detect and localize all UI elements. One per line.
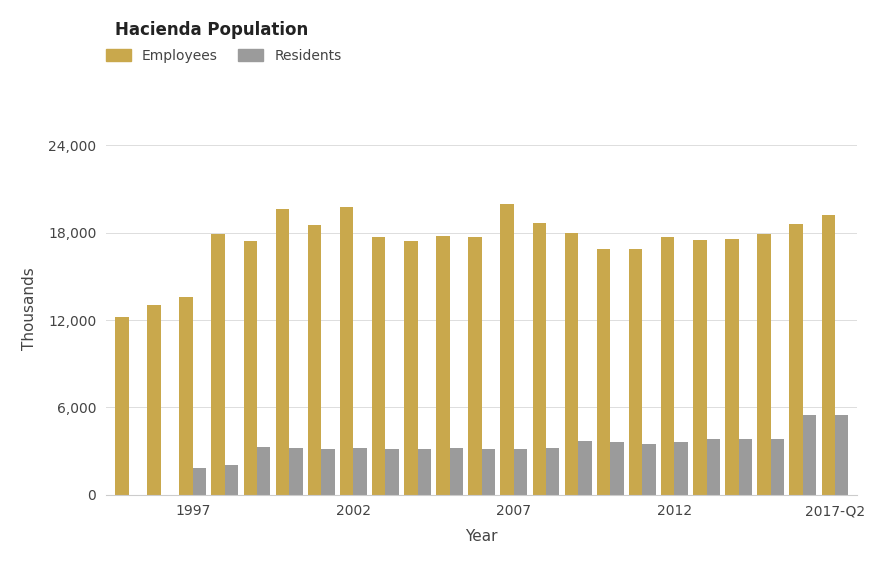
Bar	[661, 237, 674, 495]
Bar	[546, 448, 560, 495]
Bar	[597, 249, 610, 495]
Bar	[643, 443, 656, 495]
Bar	[482, 450, 495, 495]
Bar	[211, 234, 225, 495]
Bar	[629, 249, 643, 495]
Bar	[674, 442, 688, 495]
Bar	[706, 439, 720, 495]
Bar	[532, 223, 546, 495]
Bar	[147, 306, 161, 495]
Bar	[417, 450, 431, 495]
Bar	[803, 415, 817, 495]
Bar	[115, 317, 128, 495]
Bar	[835, 415, 849, 495]
Text: Hacienda Population: Hacienda Population	[115, 21, 309, 39]
Bar	[500, 203, 514, 495]
Bar	[243, 242, 257, 495]
Bar	[693, 240, 706, 495]
Bar	[321, 450, 335, 495]
X-axis label: Year: Year	[466, 529, 498, 545]
Bar	[565, 233, 578, 495]
Bar	[739, 439, 752, 495]
Bar	[469, 237, 482, 495]
Bar	[257, 447, 271, 495]
Bar	[179, 297, 193, 495]
Bar	[276, 210, 289, 495]
Bar	[514, 450, 528, 495]
Y-axis label: Thousands: Thousands	[22, 268, 37, 351]
Bar	[436, 235, 450, 495]
Bar	[308, 225, 321, 495]
Bar	[789, 224, 803, 495]
Bar	[725, 238, 739, 495]
Bar	[385, 450, 399, 495]
Bar	[758, 234, 771, 495]
Bar	[339, 207, 354, 495]
Bar	[372, 237, 385, 495]
Bar	[289, 448, 302, 495]
Bar	[225, 465, 239, 495]
Bar	[404, 242, 417, 495]
Bar	[771, 439, 784, 495]
Bar	[578, 441, 591, 495]
Bar	[354, 448, 367, 495]
Bar	[821, 215, 835, 495]
Bar	[610, 442, 624, 495]
Bar	[193, 468, 206, 495]
Bar	[450, 448, 463, 495]
Legend: Employees, Residents: Employees, Residents	[105, 49, 342, 63]
